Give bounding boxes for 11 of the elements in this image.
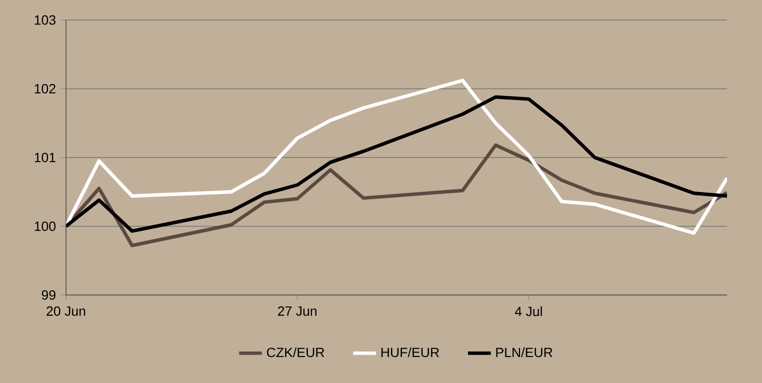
x-tick-label: 20 Jun (46, 306, 86, 316)
legend-label: CZK/EUR (266, 347, 324, 358)
y-tick-label: 101 (34, 152, 56, 162)
legend-label: HUF/EUR (381, 347, 439, 358)
y-tick-label: 100 (34, 222, 56, 231)
x-tick-label: 27 Jun (278, 306, 316, 316)
y-tick-label: 99 (42, 290, 56, 300)
legend-label: PLN/EUR (496, 347, 552, 358)
y-tick-label: 102 (34, 84, 56, 94)
y-tick-label: 103 (34, 15, 56, 25)
x-tick-label: 4 Jul (514, 306, 542, 316)
